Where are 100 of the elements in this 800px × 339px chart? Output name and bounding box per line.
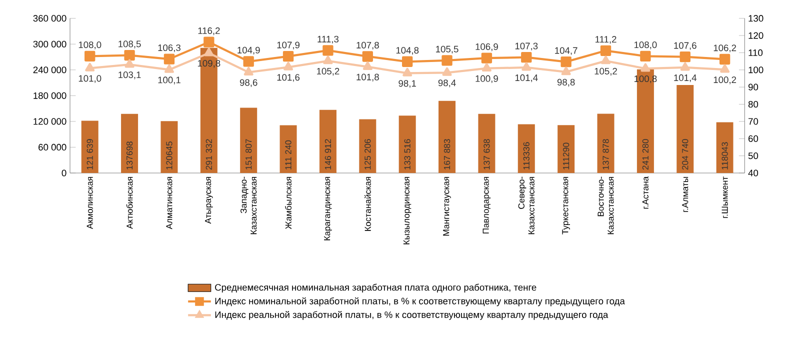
data-label: 116,2 [198, 27, 220, 36]
data-label: 98,6 [240, 79, 258, 87]
data-label: 108,5 [118, 40, 141, 48]
data-label: 106,9 [476, 43, 498, 52]
y2-tick-label: 110 [748, 49, 763, 56]
x-tick-label: Жамбылская [285, 176, 292, 230]
x-tick-label: Кызылординская [403, 176, 412, 244]
x-tick-label: Северо-Казахстанская [518, 176, 534, 234]
data-label: 105,5 [436, 46, 458, 54]
data-label: 121 639 [86, 139, 93, 170]
x-tick-label: Мангистауская [443, 176, 451, 236]
x-tick-label: Актюбинская [126, 176, 133, 229]
data-label: 137698 [126, 142, 133, 170]
y-tick-label: 0 [62, 170, 66, 176]
x-tick-label: Западно-Казахстанская [240, 176, 257, 234]
legend-label: Индекс реальной заработной платы, в % к соответствующему кварталу предыдущего года [215, 310, 608, 320]
data-label: 105,2 [594, 68, 617, 76]
data-label: 107,6 [674, 42, 696, 50]
x-tick-label: Акмолинская [86, 176, 93, 230]
data-label: 107,3 [515, 42, 538, 50]
data-label: 108,0 [634, 42, 657, 50]
data-label: 101,4 [674, 74, 697, 82]
data-label: 101,4 [515, 74, 538, 82]
data-label: 101,0 [78, 75, 102, 83]
bar [597, 114, 614, 173]
data-label: 113336 [523, 142, 530, 170]
bar [81, 120, 98, 173]
x-tick-label: г.Алматы [682, 176, 688, 212]
data-label: 98,8 [557, 78, 575, 87]
data-label: 101,8 [356, 74, 379, 82]
bar [280, 125, 297, 173]
y2-tick-label: 50 [748, 152, 758, 160]
data-label: 125 206 [364, 139, 371, 170]
data-label: 107,9 [277, 42, 300, 50]
y-tick-label: 300 000 [33, 40, 66, 48]
data-label: 103,1 [118, 72, 141, 80]
data-label: 111290 [563, 142, 570, 170]
y2-tick-label: 100 [748, 66, 764, 74]
bar [240, 108, 258, 173]
x-tick-label: Костанайская [364, 176, 371, 231]
data-label: 204 740 [682, 139, 688, 170]
y2-tick-label: 90 [748, 84, 758, 90]
x-tick-label: Павлодарская [482, 176, 491, 234]
bar [518, 124, 535, 173]
y2-tick-label: 70 [748, 118, 758, 125]
bar [121, 114, 138, 173]
data-label: 137 638 [484, 139, 490, 170]
bar [558, 125, 575, 173]
data-label: 151 807 [246, 139, 252, 170]
data-label: 104,9 [238, 46, 260, 55]
y-tick-label: 180 000 [34, 92, 66, 99]
data-label: 118043 [722, 142, 728, 170]
y2-tick-label: 120 [748, 32, 764, 39]
bar [359, 119, 376, 173]
data-label: 98,4 [438, 80, 456, 88]
legend-label: Среднемесячная номинальная заработная плата одного работника, тенге [215, 284, 536, 293]
bar [716, 122, 734, 173]
data-label: 104,7 [555, 47, 578, 55]
bar [160, 121, 178, 173]
data-label: 106,2 [714, 44, 736, 52]
data-label: 146 912 [324, 139, 332, 170]
data-label: 133 516 [404, 139, 410, 170]
x-tick-label: г.Шымкент [722, 176, 728, 218]
y2-tick-label: 60 [748, 135, 758, 142]
y-tick-label: 240 000 [33, 66, 66, 74]
y2-tick-label: 130 [748, 15, 764, 22]
x-tick-label: Алматинская [166, 176, 172, 230]
bar [398, 116, 416, 173]
x-tick-label: Туркестанская [562, 176, 570, 234]
data-label: 108,0 [78, 42, 102, 50]
x-tick-label: Восточно-Казахстанская [598, 176, 614, 234]
data-label: 111,3 [318, 36, 339, 44]
data-label: 291 332 [206, 139, 212, 170]
data-label: 120645 [166, 142, 172, 170]
x-tick-label: Карагандинская [324, 176, 332, 240]
x-tick-label: г.Астана [642, 176, 648, 209]
data-label: 106,3 [158, 44, 180, 52]
data-label: 167 883 [444, 139, 450, 170]
data-label: 104,8 [396, 47, 419, 55]
y2-tick-label: 40 [748, 170, 758, 176]
y-tick-label: 120 000 [34, 118, 66, 125]
y-tick-label: 360 000 [33, 15, 66, 22]
data-label: 100,2 [714, 76, 736, 84]
bar [676, 85, 694, 173]
bar [319, 110, 336, 173]
data-label: 100,9 [476, 75, 498, 83]
y2-tick-label: 80 [748, 100, 758, 108]
data-label: 98,1 [398, 80, 416, 88]
legend-label: Индекс номинальной заработной платы, в % к соответствующему кварталу предыдущего года [215, 297, 625, 306]
bar [478, 114, 496, 173]
data-label: 241 280 [642, 139, 649, 170]
x-tick-label: Атырауская [205, 176, 213, 224]
data-label: 111 240 [285, 140, 292, 170]
data-label: 100,1 [158, 76, 180, 84]
data-label: 105,2 [317, 68, 340, 76]
data-label: 111,2 [595, 36, 616, 44]
bar [438, 100, 456, 173]
data-label: 101,6 [277, 74, 300, 82]
data-label: 137 878 [602, 139, 609, 170]
y-tick-label: 60 000 [38, 144, 66, 151]
